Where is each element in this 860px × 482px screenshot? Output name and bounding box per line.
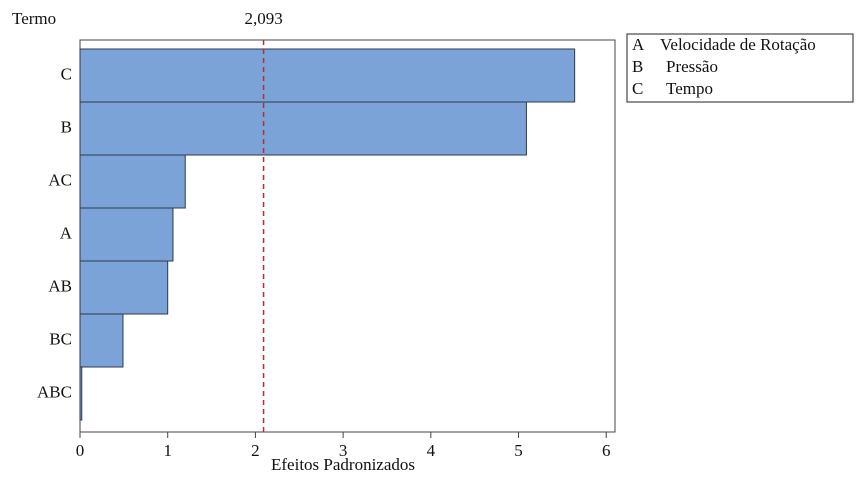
- x-axis-label: Efeitos Padronizados: [271, 455, 415, 474]
- legend-key: A: [632, 35, 645, 54]
- x-tick-label: 5: [514, 441, 523, 460]
- bar: [79, 154, 186, 209]
- bar: [79, 48, 576, 103]
- y-axis-label: Termo: [12, 9, 56, 28]
- reference-label: 2,093: [244, 9, 282, 28]
- y-tick-label: C: [61, 64, 72, 83]
- legend-label: Velocidade de Rotação: [660, 35, 816, 54]
- y-tick-label: A: [60, 223, 73, 242]
- bar: [79, 207, 174, 262]
- y-tick-label: AC: [48, 170, 72, 189]
- x-tick-label: 6: [602, 441, 611, 460]
- bar: [79, 313, 124, 368]
- y-tick-label: AB: [48, 276, 72, 295]
- x-tick-label: 2: [251, 441, 260, 460]
- x-tick-label: 0: [76, 441, 85, 460]
- legend-key: B: [632, 57, 643, 76]
- legend-box: [626, 33, 854, 103]
- x-tick-label: 1: [163, 441, 172, 460]
- legend-label: Pressão: [666, 57, 718, 76]
- bar: [79, 366, 83, 421]
- y-tick-label: ABC: [37, 382, 72, 401]
- y-tick-label: BC: [49, 329, 72, 348]
- legend-label: Tempo: [666, 79, 713, 98]
- x-tick-label: 4: [427, 441, 436, 460]
- x-tick-label: 3: [339, 441, 348, 460]
- legend-key: C: [632, 79, 643, 98]
- bar: [79, 260, 169, 315]
- bar: [79, 101, 527, 156]
- y-tick-label: B: [61, 117, 72, 136]
